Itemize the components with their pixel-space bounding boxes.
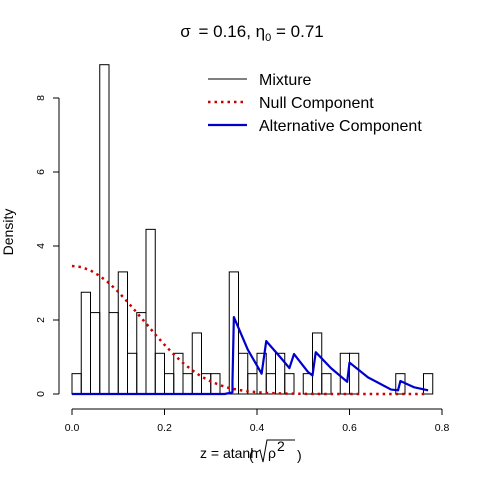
histogram-bar [321, 373, 332, 395]
y-tick-label: 0 [35, 391, 47, 397]
histogram-bar [136, 312, 147, 395]
histogram-bar [80, 291, 91, 395]
histogram-bar [182, 373, 193, 395]
histogram-bar [238, 352, 249, 395]
histogram-bar [228, 271, 239, 395]
histogram-bar [154, 352, 165, 395]
histogram-bar [90, 312, 101, 395]
histogram-bar [302, 373, 313, 395]
legend-label-null: Null Component [259, 95, 374, 112]
histogram-bar [99, 64, 110, 395]
histogram-bar [247, 373, 258, 395]
y-axis-label: Density [0, 209, 16, 256]
histogram-bar [71, 373, 82, 395]
null-component-curve [71, 264, 429, 396]
histogram [71, 64, 434, 395]
histogram-bar [265, 373, 276, 395]
legend-label-alternative: Alternative Component [259, 118, 422, 135]
y-axis: 0 2 4 6 8 [35, 95, 60, 397]
x-axis: 0.0 0.2 0.4 0.6 0.8 [65, 408, 450, 434]
histogram-bar [127, 352, 138, 395]
sqrt-symbol [256, 439, 295, 463]
histogram-bar [423, 373, 434, 395]
title-eta-symbol: η [256, 22, 265, 41]
histogram-bar [284, 373, 295, 395]
histogram-bar [108, 312, 119, 395]
histogram-bar [312, 332, 323, 395]
x-label-close-paren: ) [297, 447, 302, 463]
x-tick-label: 0.6 [342, 422, 357, 434]
title-eta-value: 0.71 [291, 22, 324, 41]
legend-label-mixture: Mixture [259, 72, 312, 89]
chart-title: σ = 0.16, η0 = 0.71 [180, 22, 323, 44]
x-label-arg: ρ [268, 445, 276, 461]
x-tick-label: 0.8 [435, 422, 450, 434]
histogram-bar [117, 271, 128, 395]
y-tick-label: 2 [35, 317, 47, 323]
title-sigma-symbol: σ [180, 22, 191, 41]
null-component-line [71, 264, 429, 396]
y-tick-label: 8 [35, 95, 47, 101]
y-tick-label: 4 [35, 243, 47, 249]
x-axis-label: z = atanh ( ρ 2 ) [200, 438, 302, 463]
x-tick-label: 0.0 [65, 422, 80, 434]
title-sigma-value: 0.16 [213, 22, 246, 41]
y-tick-label: 6 [35, 169, 47, 175]
x-label-exponent: 2 [277, 438, 285, 454]
x-label-open-paren: ( [249, 447, 254, 463]
alternative-component-line [72, 315, 429, 396]
legend: Mixture Null Component Alternative Compo… [208, 72, 422, 135]
x-tick-label: 0.2 [157, 422, 172, 434]
x-label-lhs: z = atanh [200, 445, 258, 461]
x-label-fn: atanh [223, 445, 258, 461]
histogram-bar [349, 352, 360, 395]
histogram-bar [201, 373, 212, 395]
alternative-component-curve [72, 315, 429, 396]
histogram-bar [145, 228, 156, 395]
title-eta-subscript: 0 [265, 32, 271, 44]
histogram-bar [191, 332, 202, 395]
histogram-bar [164, 373, 175, 395]
x-tick-label: 0.4 [250, 422, 265, 434]
